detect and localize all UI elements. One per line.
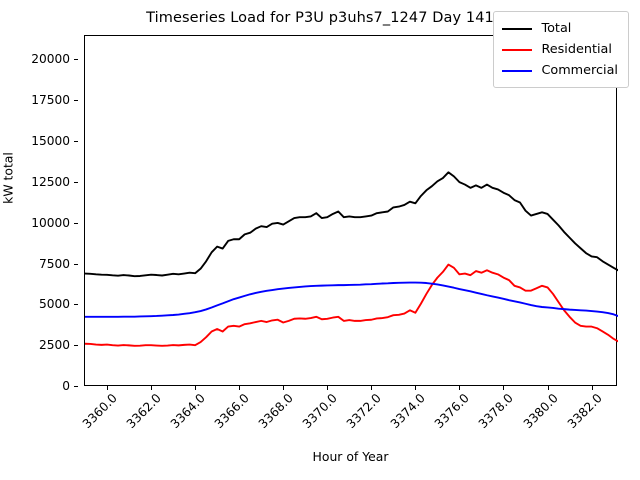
plot-lines [85, 171, 618, 347]
x-tick-label: 3360.0 [79, 391, 120, 432]
chart-title: Timeseries Load for P3U p3uhs7_1247 Day … [146, 10, 494, 26]
x-tick-label: 3368.0 [256, 391, 297, 432]
x-tick-label: 3366.0 [212, 391, 253, 432]
x-tick-label: 3382.0 [564, 391, 605, 432]
legend-swatch-icon [502, 48, 533, 51]
series-line-commercial [85, 281, 618, 318]
plot-area [84, 35, 618, 390]
y-tick-label: 10000 [31, 215, 70, 230]
chart-legend: Total Residential Commercial [493, 11, 629, 88]
legend-item: Total [502, 18, 618, 39]
x-tick-mark [283, 385, 285, 390]
y-tick-label: 0 [62, 379, 70, 393]
y-tick-mark [73, 304, 78, 306]
x-axis-tick-labels: 3360.0 3362.0 3364.0 3366.0 3368.0 3370.0 3372… [80, 391, 617, 451]
y-tick-mark [73, 345, 78, 347]
x-tick-mark [239, 385, 241, 390]
y-axis-label: kW total [0, 152, 16, 204]
y-tick-mark [73, 59, 78, 61]
x-tick-mark [503, 385, 505, 390]
x-tick-label: 3372.0 [344, 391, 385, 432]
y-tick-label: 12500 [31, 174, 70, 189]
x-tick-label: 3376.0 [432, 391, 473, 432]
y-tick-label: 15000 [31, 134, 70, 149]
x-tick-mark [151, 385, 153, 390]
y-tick-mark [73, 100, 78, 102]
x-tick-label: 3380.0 [520, 391, 561, 432]
x-tick-label: 3370.0 [300, 391, 341, 432]
legend-label: Residential [541, 42, 612, 57]
x-tick-label: 3374.0 [388, 391, 429, 432]
y-tick-mark [73, 222, 78, 224]
legend-label: Total [541, 21, 572, 36]
y-tick-mark [73, 141, 78, 143]
x-tick-mark [459, 385, 461, 390]
y-tick-mark [73, 386, 78, 387]
y-tick-label: 20000 [31, 52, 70, 67]
y-tick-mark [73, 181, 78, 183]
x-tick-mark [107, 385, 109, 390]
y-tick-label: 5000 [38, 297, 70, 312]
x-tick-mark [415, 385, 417, 390]
x-tick-label: 3362.0 [123, 391, 164, 432]
x-tick-mark [547, 385, 549, 390]
series-line-total [85, 171, 618, 278]
series-line-residential [85, 263, 618, 347]
x-axis-label: Hour of Year [312, 449, 389, 464]
x-tick-mark [371, 385, 373, 390]
x-tick-mark [195, 385, 197, 390]
y-tick-label: 7500 [38, 256, 70, 271]
legend-label: Commercial [541, 63, 618, 78]
legend-item: Commercial [502, 60, 618, 81]
x-tick-label: 3364.0 [167, 391, 209, 432]
y-tick-mark [73, 263, 78, 265]
x-tick-label: 3378.0 [476, 391, 517, 432]
y-axis-tick-labels: 0 2500 5000 7500 10000 12500 15000 17500 20000 [0, 35, 78, 393]
legend-item: Residential [502, 39, 618, 60]
legend-swatch-icon [502, 27, 533, 30]
legend-swatch-icon [502, 69, 533, 72]
y-tick-label: 2500 [38, 338, 70, 353]
x-tick-mark [327, 385, 329, 390]
x-tick-mark [591, 385, 593, 390]
y-tick-label: 17500 [31, 93, 70, 108]
